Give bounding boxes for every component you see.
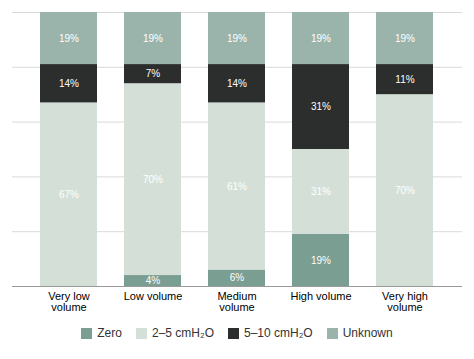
- svg-text:70%: 70%: [395, 185, 415, 196]
- svg-text:19%: 19%: [395, 33, 415, 44]
- svg-text:High volume: High volume: [290, 290, 351, 302]
- html-text:Zero: Zero: [97, 326, 122, 340]
- svg-text:19%: 19%: [143, 33, 163, 44]
- svg-text:19%: 19%: [227, 33, 247, 44]
- svg-text:19%: 19%: [311, 255, 331, 266]
- svg-text:4%: 4%: [146, 275, 161, 286]
- svg-text:Very highvolume: Very highvolume: [382, 290, 428, 313]
- svg-text:31%: 31%: [311, 186, 331, 197]
- html-text:2–5 cmH₂O: 2–5 cmH₂O: [152, 326, 214, 340]
- svg-text:14%: 14%: [59, 78, 79, 89]
- svg-text:67%: 67%: [59, 189, 79, 200]
- svg-text:7%: 7%: [146, 68, 161, 79]
- svg-text:11%: 11%: [395, 74, 414, 85]
- svg-text:Low volume: Low volume: [124, 290, 183, 302]
- html-text:5–10 cmH₂O: 5–10 cmH₂O: [244, 326, 313, 340]
- svg-text:19%: 19%: [59, 33, 79, 44]
- svg-text:6%: 6%: [230, 272, 245, 283]
- svg-text:Very lowvolume: Very lowvolume: [48, 290, 90, 313]
- svg-text:14%: 14%: [227, 78, 247, 89]
- svg-text:61%: 61%: [227, 181, 247, 192]
- svg-text:19%: 19%: [311, 33, 331, 44]
- svg-text:31%: 31%: [311, 101, 331, 112]
- svg-text:Mediumvolume: Mediumvolume: [217, 290, 256, 313]
- svg-text:70%: 70%: [143, 174, 163, 185]
- html-text:Unknown: Unknown: [342, 326, 393, 340]
